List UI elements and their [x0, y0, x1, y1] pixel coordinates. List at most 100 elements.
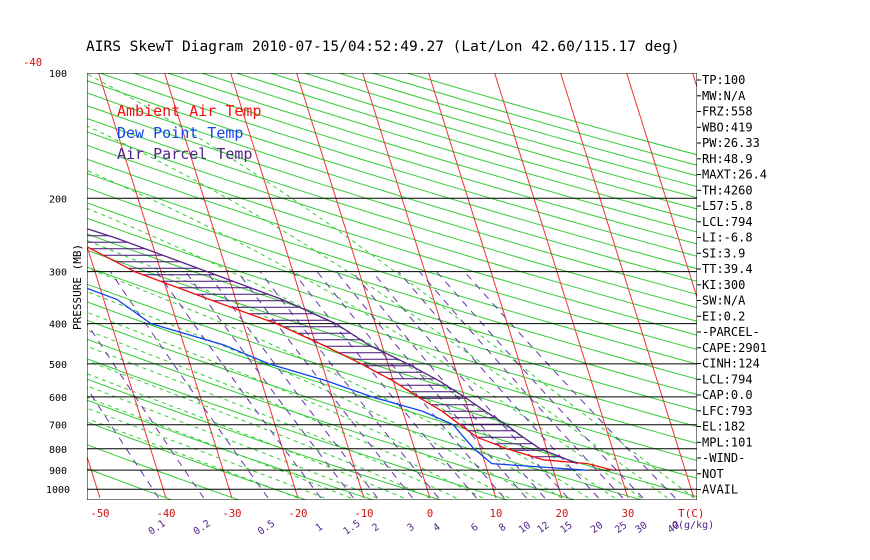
isotherm-line	[0, 73, 34, 498]
isotherm-line	[98, 73, 233, 499]
mixing-ratio-line	[87, 322, 205, 499]
mixing-ratio-tick-label: 25	[613, 520, 629, 536]
dry-adiabat-line	[87, 158, 697, 350]
cape-hatch-group	[87, 228, 561, 458]
mixing-ratio-tick-label: 12	[535, 520, 551, 536]
moist-adiabat-line	[87, 125, 668, 499]
mixing-ratio-line	[398, 271, 599, 499]
legend-dew-point-temp: Dew Point Temp	[117, 124, 243, 142]
side-panel-item: MAXT:26.4	[702, 168, 767, 182]
dry-adiabat-line	[87, 131, 697, 322]
dry-adiabat-line	[87, 80, 697, 270]
dry-adiabat-line	[338, 73, 697, 177]
mixing-ratio-line	[87, 387, 160, 499]
isotherm-line	[87, 244, 167, 499]
mixing-ratio-line	[418, 271, 624, 499]
dry-adiabat-line	[87, 301, 697, 498]
dry-adiabat-line	[87, 117, 697, 309]
dry-adiabat-line	[87, 144, 697, 336]
dry-adiabat-line	[87, 202, 697, 396]
pressure-tick-label: 300	[49, 268, 67, 279]
side-panel-item: -WIND-	[702, 451, 745, 465]
legend-ambient-air-temp: Ambient Air Temp	[117, 102, 262, 120]
isotherm-line	[87, 454, 101, 499]
isotherm-line	[428, 73, 563, 499]
moist-adiabat-line	[87, 207, 616, 499]
mixing-ratio-line	[206, 271, 378, 499]
isotherm-line	[362, 73, 497, 499]
side-panel-item: CAP:0.0	[702, 388, 753, 402]
side-panel-item: CAPE:2901	[702, 341, 767, 355]
pressure-tick-label: 1000	[46, 485, 70, 496]
mixing-ratio-tick-label: 1.5	[342, 518, 363, 537]
isotherm-line	[560, 73, 695, 499]
mixing-ratio-tick-label: 2	[370, 522, 381, 534]
isotherm-line	[626, 73, 697, 299]
isotherm-line	[230, 73, 365, 499]
mixing-ratio-line	[316, 271, 505, 499]
dew-point-temp-line	[87, 287, 587, 471]
y-axis-label: PRESSURE (MB)	[71, 244, 84, 330]
side-panel-item: EI:0.2	[702, 309, 745, 323]
profile-series-group	[87, 228, 613, 471]
mixing-ratio-tick-label: 30	[633, 520, 649, 536]
mixing-ratio-line	[436, 271, 644, 499]
pressure-tick-label: 600	[49, 393, 67, 404]
dry-adiabat-line	[87, 105, 697, 295]
moist-adiabat-line	[87, 329, 484, 499]
bottom-temp-tick-label: -10	[355, 508, 374, 520]
dry-adiabat-line	[87, 233, 697, 428]
side-panel-item: WBO:419	[702, 120, 753, 134]
pressure-tick-label: 100	[49, 69, 67, 80]
moist-adiabat-line	[87, 169, 642, 499]
side-panel-item: L57:5.8	[702, 199, 753, 213]
side-panel-item: FRZ:558	[702, 105, 753, 119]
side-panel-item: MW:N/A	[702, 89, 746, 103]
side-panel-item: -PARCEL-	[702, 325, 760, 339]
side-panel-item: TP:100	[702, 73, 745, 87]
mixing-ratio-tick-label: 1	[314, 522, 325, 534]
moist-adiabat-line	[87, 407, 325, 499]
mixing-ratio-line	[156, 271, 322, 499]
pressure-tick-label: 400	[49, 320, 67, 331]
side-panel-item: LI:-6.8	[702, 231, 753, 245]
mixing-ratio-line	[463, 271, 676, 499]
mixing-ratio-line	[292, 271, 477, 499]
mixing-ratio-tick-label: 20	[589, 520, 605, 536]
mixing-ratio-line	[236, 271, 413, 499]
pressure-tick-label: 700	[49, 421, 67, 432]
dry-adiabat-line	[87, 187, 697, 380]
dry-adiabat-line	[87, 92, 697, 282]
dry-adiabat-line	[87, 319, 642, 500]
side-panel-item: SI:3.9	[702, 246, 745, 260]
moist-adiabat-line	[87, 239, 589, 499]
pressure-tick-label: 900	[49, 466, 67, 477]
legend-air-parcel-temp: Air Parcel Temp	[117, 145, 252, 163]
top-temp-tick-label: -40	[23, 57, 42, 69]
side-panel-item: RH:48.9	[702, 152, 753, 166]
side-panel-item: AVAIL	[702, 483, 738, 497]
bottom-temp-tick-label: 20	[556, 508, 569, 520]
pressure-tick-label: 200	[49, 194, 67, 205]
mixing-ratio-tick-label: 15	[558, 520, 574, 536]
mixing-ratio-line	[259, 271, 439, 499]
axis-labels-group: AIRS SkewT Diagram 2010-07-15/04:52:49.2…	[23, 39, 767, 538]
pressure-tick-label: 500	[49, 360, 67, 371]
side-panel-item: LCL:794	[702, 372, 753, 386]
ambient-air-temp-line	[87, 246, 613, 471]
mixing-ratio-axis-label: Q(g/kg)	[672, 520, 714, 531]
isotherm-line	[164, 73, 299, 499]
mixing-ratio-tick-label: 0.5	[256, 518, 277, 537]
mixing-ratio-line	[109, 271, 269, 499]
air-parcel-temp-line	[87, 228, 578, 465]
mixing-ratio-tick-label: 3	[406, 522, 417, 534]
pressure-tick-label: 800	[49, 445, 67, 456]
bottom-temp-tick-label: 30	[622, 508, 635, 520]
bottom-temp-tick-label: -30	[223, 508, 242, 520]
side-panel-item: MPL:101	[702, 435, 753, 449]
bottom-temp-tick-label: -50	[91, 508, 110, 520]
mixing-ratio-tick-label: 0.1	[147, 518, 168, 537]
dry-adiabat-line	[87, 172, 697, 365]
mixing-ratio-tick-label: 8	[497, 522, 508, 534]
